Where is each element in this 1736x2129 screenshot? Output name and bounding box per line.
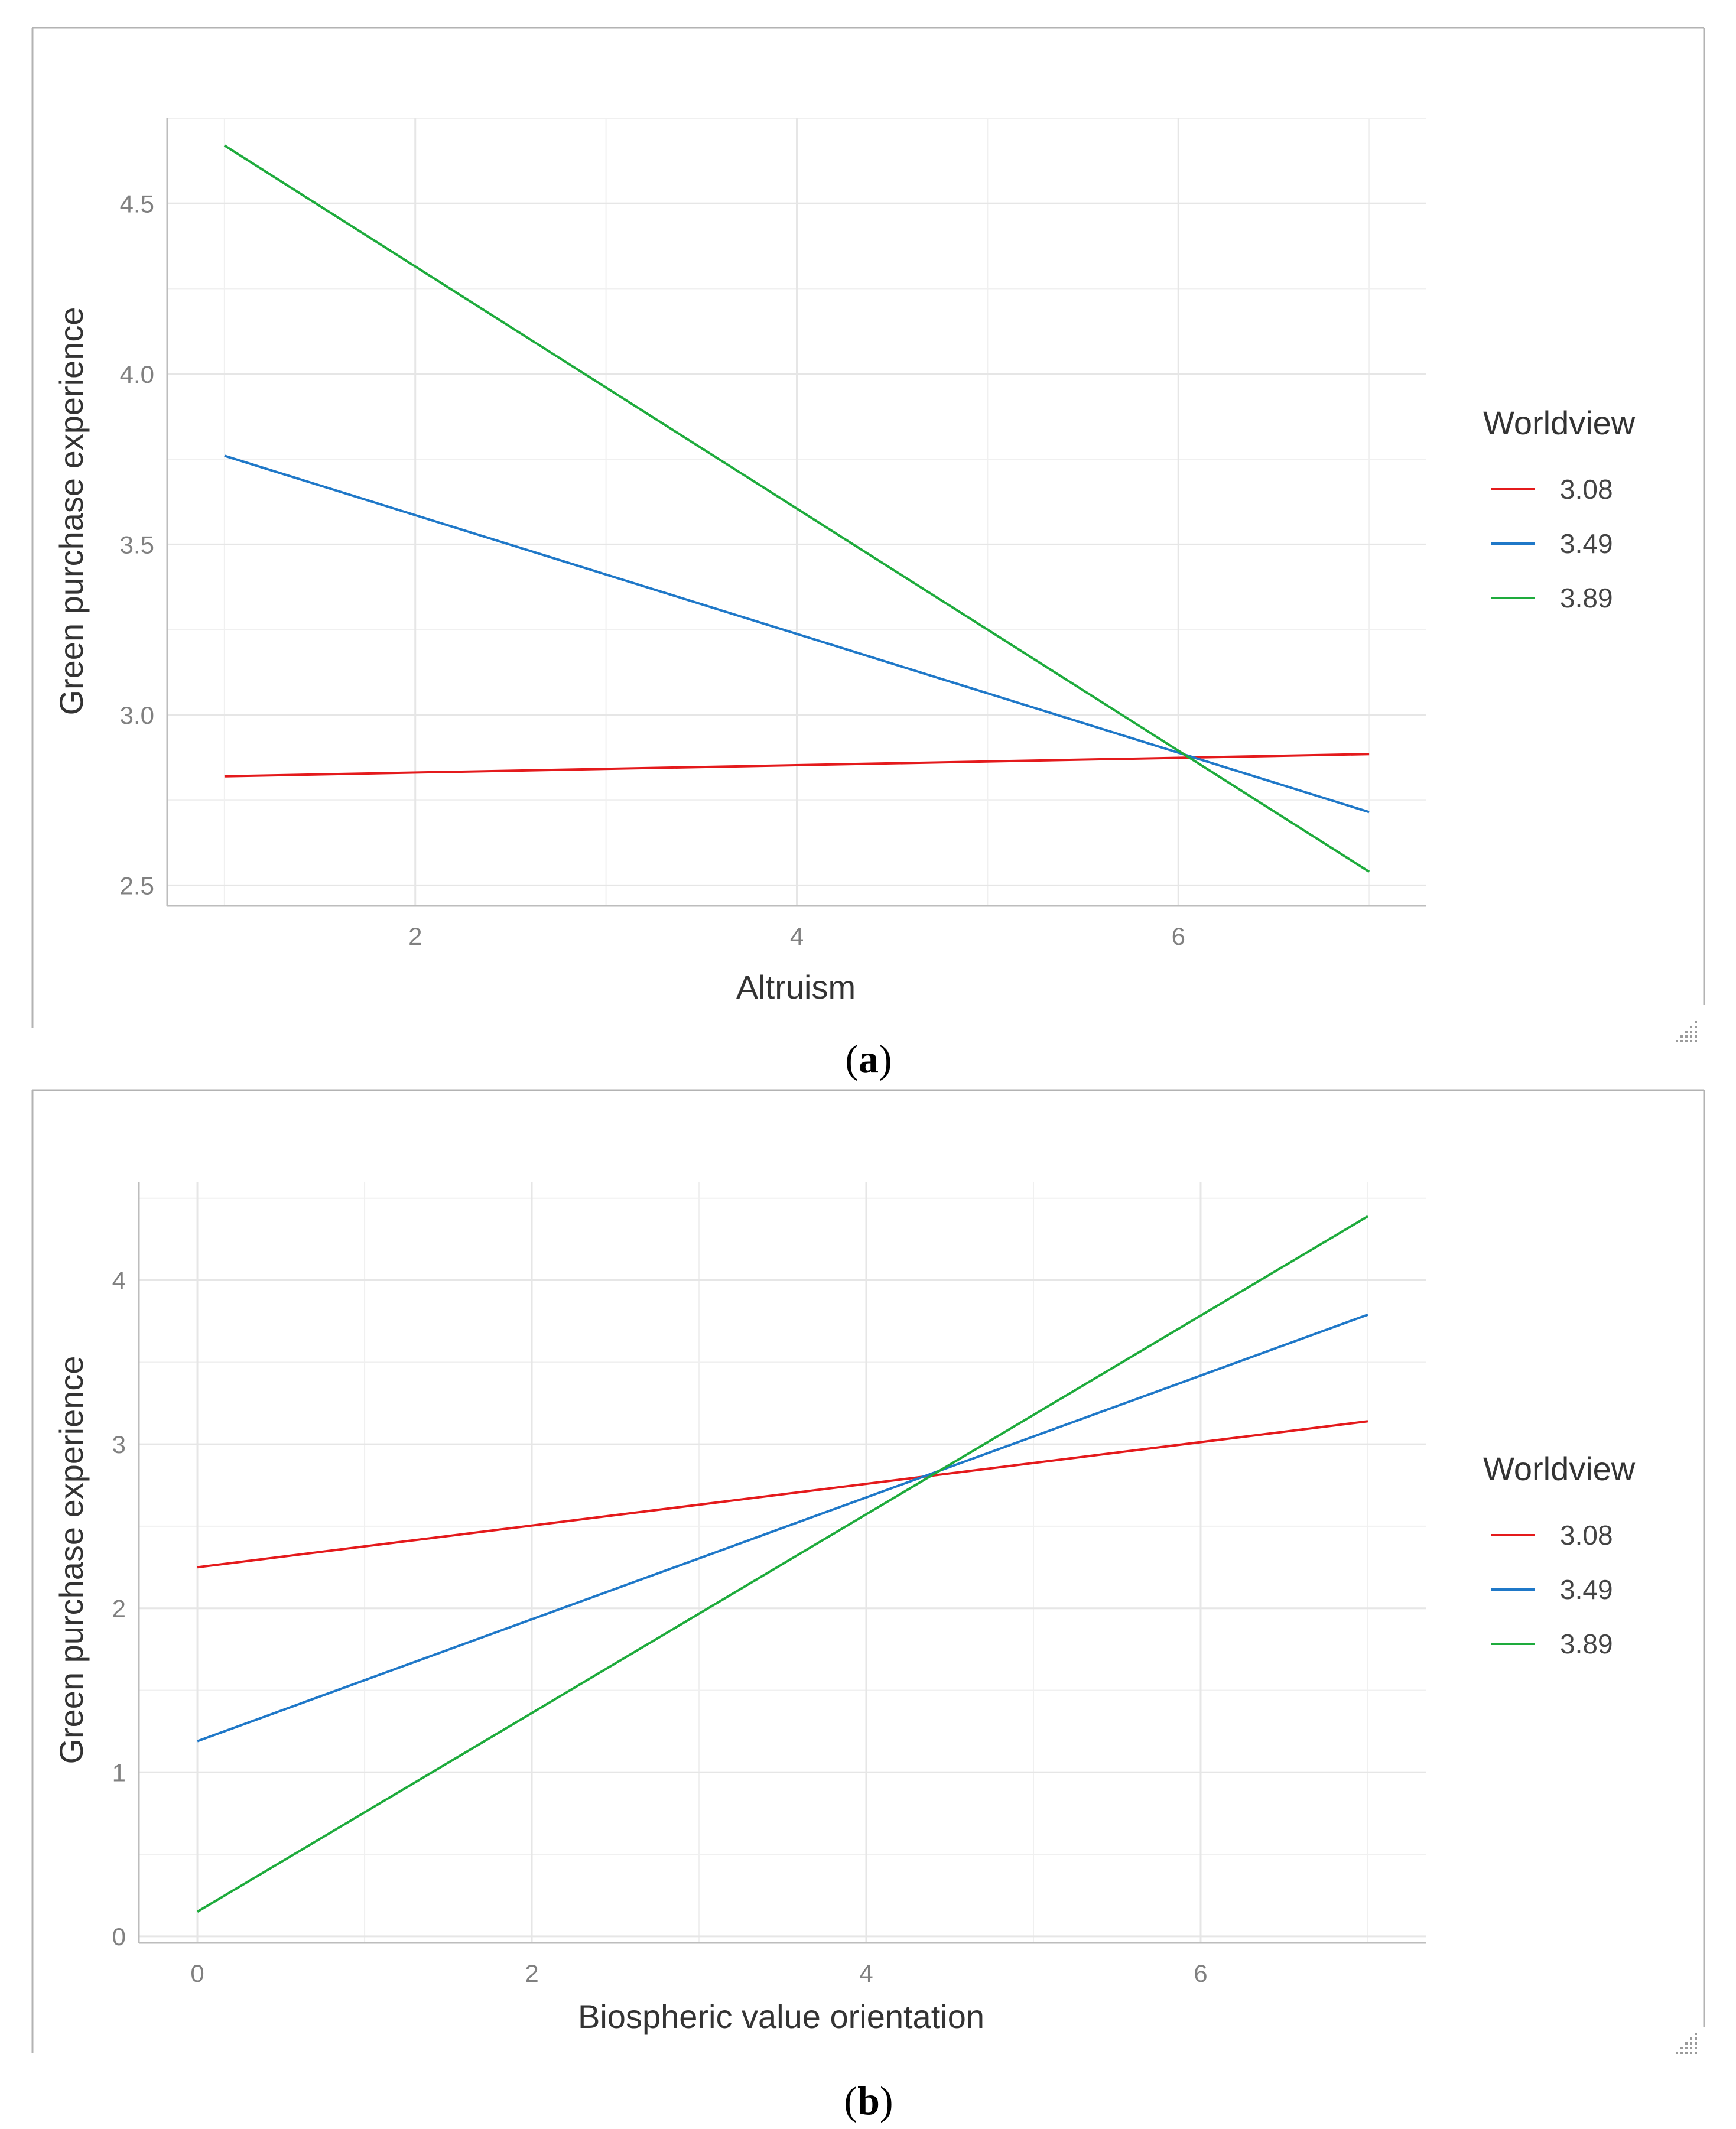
legend-label: 3.89 [1560, 1629, 1613, 1659]
panel-b-legend: Worldview 3.08 3.49 3.89 [1483, 1450, 1636, 1659]
y-tick-label: 1 [112, 1759, 126, 1786]
panel-a-legend: Worldview 3.08 3.49 3.89 [1483, 404, 1636, 613]
y-tick-label: 0 [112, 1923, 126, 1951]
legend-label: 3.08 [1560, 474, 1613, 505]
legend-item: 3.08 [1491, 474, 1613, 505]
x-tick-label: 0 [190, 1959, 204, 1987]
legend-title: Worldview [1483, 404, 1636, 441]
legend-item: 3.08 [1491, 1520, 1613, 1551]
panel-b-axes [138, 1182, 1426, 1944]
panel-a-y-axis-title: Green purchase experience [53, 307, 90, 715]
panel-b-gridlines [139, 1182, 1426, 1943]
x-tick-label: 6 [1172, 922, 1185, 950]
panel-a-x-axis-title: Altruism [736, 968, 856, 1006]
panel-a: 2 4 6 2.5 3.0 3.5 4.0 4.5 Altruism Green purcha… [31, 27, 1705, 1081]
panel-a-plot: 2 4 6 2.5 3.0 3.5 4.0 4.5 [120, 118, 1426, 950]
legend-item: 3.89 [1491, 583, 1613, 613]
y-tick-label: 2 [112, 1595, 126, 1623]
panel-b-resize-grip-icon [1676, 2033, 1697, 2054]
y-tick-label: 3.0 [120, 701, 154, 729]
panel-b: 0 2 4 6 0 1 2 3 4 Biospheric value orientation G… [31, 1089, 1705, 2123]
panel-b-x-axis-title: Biospheric value orientation [578, 1998, 984, 2035]
legend-item: 3.89 [1491, 1629, 1613, 1659]
panel-b-y-axis-title: Green purchase experience [53, 1356, 90, 1764]
legend-label: 3.49 [1560, 528, 1613, 559]
legend-title: Worldview [1483, 1450, 1636, 1487]
series-line-3-89 [197, 1215, 1368, 1913]
x-tick-label: 6 [1194, 1959, 1207, 1987]
x-tick-label: 4 [790, 922, 804, 950]
panel-b-tick-labels: 0 2 4 6 0 1 2 3 4 [112, 1267, 1208, 1987]
legend-item: 3.49 [1491, 1574, 1613, 1605]
series-line-3-49 [197, 1313, 1368, 1743]
legend-label: 3.08 [1560, 1520, 1613, 1551]
panel-b-caption: (b) [844, 2078, 893, 2123]
panel-a-series [223, 144, 1370, 873]
y-tick-label: 4.0 [120, 360, 154, 388]
panel-b-series [197, 1215, 1368, 1913]
x-tick-label: 4 [859, 1959, 873, 1987]
y-tick-label: 3 [112, 1431, 126, 1458]
series-line-3-08 [224, 753, 1370, 778]
panel-a-axes [166, 118, 1426, 907]
panel-b-plot: 0 2 4 6 0 1 2 3 4 [112, 1182, 1426, 1987]
legend-item: 3.49 [1491, 528, 1613, 559]
legend-label: 3.89 [1560, 583, 1613, 613]
panel-a-resize-grip-icon [1676, 1021, 1697, 1042]
series-line-3-49 [224, 454, 1370, 814]
panel-a-gridlines [167, 118, 1426, 906]
y-tick-label: 4 [112, 1267, 126, 1295]
panel-a-tick-labels: 2 4 6 2.5 3.0 3.5 4.0 4.5 [120, 190, 1185, 950]
legend-label: 3.49 [1560, 1574, 1613, 1605]
series-line-3-08 [197, 1420, 1368, 1569]
y-tick-label: 3.5 [120, 531, 154, 558]
y-tick-label: 2.5 [120, 872, 154, 899]
x-tick-label: 2 [408, 922, 422, 950]
panel-a-caption: (a) [845, 1036, 892, 1081]
series-line-3-89 [223, 144, 1370, 873]
y-tick-label: 4.5 [120, 190, 154, 217]
x-tick-label: 2 [525, 1959, 538, 1987]
